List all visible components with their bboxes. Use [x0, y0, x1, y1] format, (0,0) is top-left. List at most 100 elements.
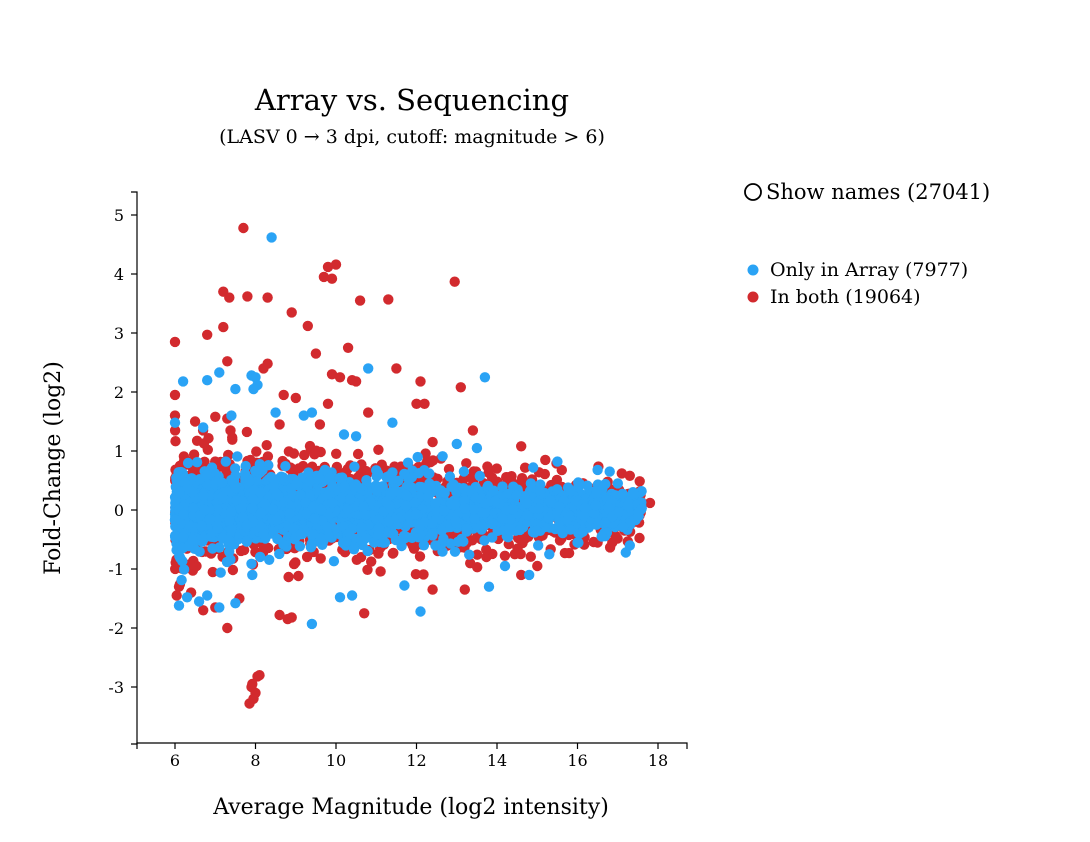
data-point	[555, 524, 567, 536]
data-point	[286, 307, 297, 318]
data-point	[322, 522, 333, 533]
data-point	[290, 557, 301, 568]
data-point	[322, 261, 334, 273]
data-point	[248, 383, 259, 395]
data-point	[449, 499, 460, 510]
x-axis-label: Average Magnitude (log2 intensity)	[212, 795, 609, 820]
data-point	[464, 549, 475, 560]
data-point	[399, 580, 410, 591]
data-point	[210, 411, 221, 422]
data-point	[224, 292, 235, 303]
data-point	[351, 554, 362, 565]
y-ticks: 5 4 3 2 1 0 -1 -2 -3	[108, 206, 137, 697]
data-point	[358, 501, 369, 513]
data-point	[479, 372, 491, 383]
show-names-toggle[interactable]: Show names (27041)	[744, 180, 990, 204]
data-point	[226, 410, 237, 421]
data-point	[531, 525, 542, 536]
data-point	[362, 545, 373, 557]
data-point	[540, 454, 551, 466]
data-point	[563, 511, 574, 523]
data-point	[373, 548, 384, 559]
data-point	[497, 481, 508, 492]
data-point	[418, 569, 429, 580]
data-point	[472, 549, 483, 560]
data-point	[241, 520, 252, 531]
data-point	[509, 549, 520, 560]
legend-item[interactable]: Only in Array (7977)	[747, 259, 969, 281]
data-point	[232, 451, 243, 462]
data-point	[532, 560, 543, 572]
data-point	[238, 544, 250, 556]
data-point	[242, 291, 253, 302]
data-point	[409, 497, 421, 508]
data-point	[204, 514, 215, 525]
x-axis-line	[136, 742, 688, 749]
data-point	[350, 376, 362, 387]
data-point	[408, 543, 420, 554]
data-point	[422, 491, 433, 503]
data-point	[337, 492, 348, 504]
data-point	[207, 566, 218, 578]
data-point	[217, 491, 228, 502]
data-point	[591, 486, 602, 497]
data-point	[266, 232, 277, 243]
show-names-label: Show names (27041)	[766, 180, 990, 204]
data-point	[363, 363, 374, 374]
data-point	[224, 535, 235, 547]
x-tick-label: 12	[406, 751, 426, 770]
data-point	[214, 602, 225, 613]
data-point	[169, 425, 181, 436]
data-point	[182, 457, 194, 469]
data-point	[414, 522, 425, 533]
data-point	[293, 570, 304, 582]
data-point	[398, 530, 410, 542]
data-point	[577, 526, 589, 537]
data-point	[403, 473, 414, 484]
data-point	[387, 467, 398, 478]
data-point	[418, 540, 430, 551]
data-point	[349, 481, 360, 493]
data-point	[230, 482, 241, 494]
data-point	[590, 500, 601, 511]
data-point	[214, 367, 225, 378]
data-point	[458, 483, 469, 494]
data-point	[247, 493, 258, 505]
data-point	[202, 590, 213, 601]
show-names-radio[interactable]	[744, 183, 762, 201]
x-ticks: 6 8 10 12 14 16 18	[170, 743, 668, 770]
data-point	[596, 531, 607, 542]
data-point	[338, 429, 350, 440]
data-point	[459, 503, 470, 514]
data-point	[322, 398, 334, 409]
data-point	[436, 525, 447, 536]
legend-item[interactable]: In both (19064)	[747, 286, 921, 308]
data-point	[437, 451, 448, 462]
data-point	[170, 436, 181, 447]
data-point	[315, 553, 326, 564]
data-point	[193, 596, 205, 607]
data-point	[302, 320, 313, 332]
data-point	[469, 513, 480, 524]
data-point	[388, 547, 399, 559]
axes	[131, 191, 688, 749]
data-point	[552, 456, 563, 467]
data-point	[169, 514, 181, 526]
data-point	[182, 483, 193, 495]
data-point	[371, 485, 382, 496]
data-point	[299, 449, 310, 461]
data-point	[310, 348, 322, 359]
data-point	[201, 469, 212, 481]
data-point	[199, 504, 210, 516]
data-point	[622, 500, 634, 511]
data-point	[301, 551, 313, 563]
data-point	[178, 509, 189, 520]
y-tick-label: 5	[114, 206, 124, 225]
data-point	[346, 590, 358, 601]
data-point	[288, 448, 300, 459]
data-point	[521, 498, 532, 509]
data-point	[306, 538, 317, 550]
data-point	[323, 530, 334, 541]
data-point	[465, 558, 476, 569]
data-point	[481, 544, 492, 555]
